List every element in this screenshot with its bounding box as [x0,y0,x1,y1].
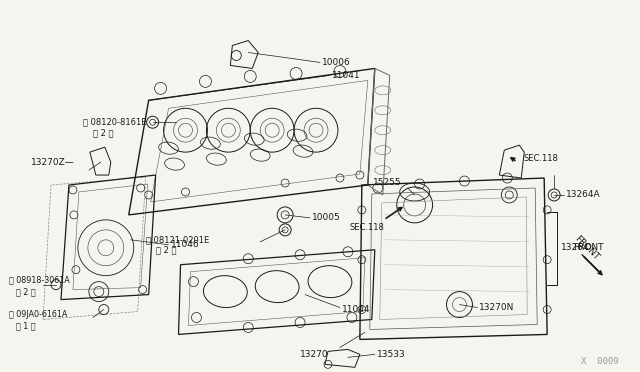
Text: ＜ 2 ＞: ＜ 2 ＞ [16,287,36,296]
Text: 15255: 15255 [373,177,401,186]
Text: 13270Z—: 13270Z— [31,158,75,167]
Text: 10006: 10006 [322,58,351,67]
Text: 11046: 11046 [171,240,199,249]
Text: ⓝ 08918-3061A: ⓝ 08918-3061A [9,275,70,284]
Text: Ⓑ 08120-8161E: Ⓑ 08120-8161E [83,118,147,127]
Text: ＜ 2 ＞: ＜ 2 ＞ [93,129,113,138]
Text: 13264A: 13264A [566,190,601,199]
Text: 10005: 10005 [312,214,340,222]
Text: SEC.118: SEC.118 [350,223,385,232]
Text: Ⓑ 08121-0201E: Ⓑ 08121-0201E [146,235,209,244]
Text: ＜ 2 ＞: ＜ 2 ＞ [156,245,176,254]
Text: Ⓢ 09JA0-6161A: Ⓢ 09JA0-6161A [9,310,68,319]
Text: 13270N: 13270N [479,303,515,312]
Text: 11041: 11041 [332,71,360,80]
Text: 11044: 11044 [342,305,371,314]
Text: X  0009: X 0009 [581,357,619,366]
Text: SEC.118: SEC.118 [524,154,558,163]
Text: ＜ 1 ＞: ＜ 1 ＞ [16,321,36,330]
Text: FRONT: FRONT [573,243,604,252]
Text: 13270: 13270 [300,350,329,359]
Text: 13264: 13264 [561,243,589,252]
Text: 13533: 13533 [377,350,406,359]
Text: FRONT: FRONT [573,234,601,262]
